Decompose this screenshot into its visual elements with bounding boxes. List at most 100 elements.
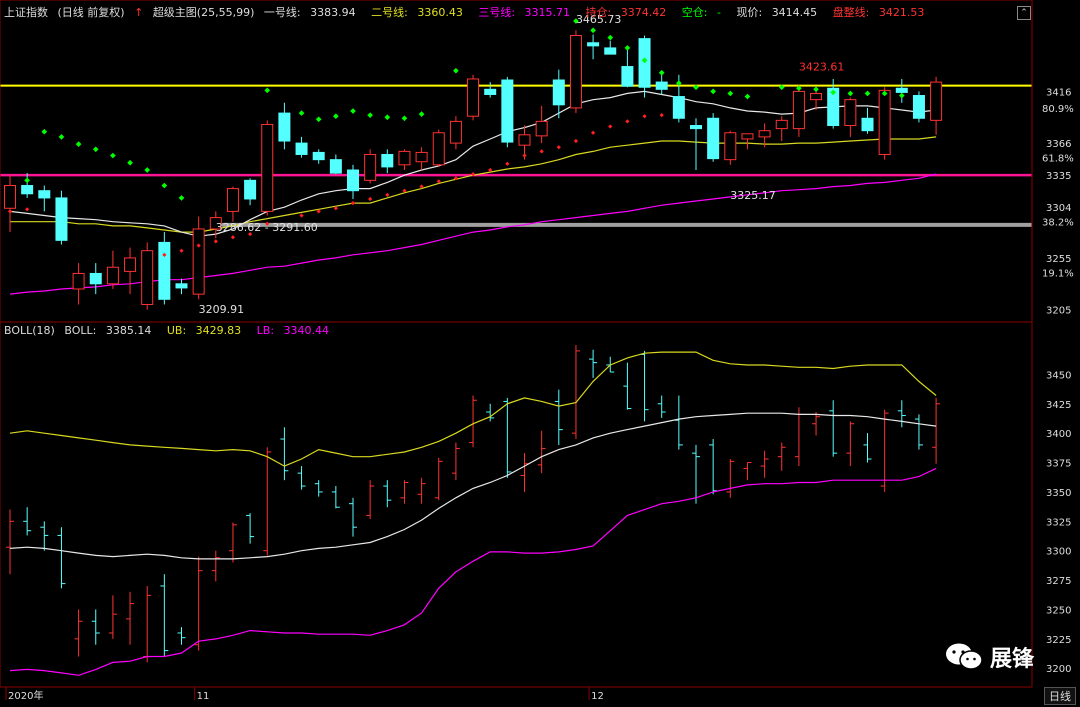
green-signal-dot: [693, 84, 699, 91]
green-signal-dot: [453, 67, 459, 74]
green-signal-dot: [590, 27, 596, 34]
candle-body: [518, 134, 531, 146]
candle-body: [810, 92, 823, 101]
main-header: 上证指数 (日线 前复权) ↑ 超级主图(25,55,99) 一号线: 3383…: [4, 4, 936, 20]
green-signal-dot: [178, 195, 185, 201]
boll-name[interactable]: BOLL(18): [4, 324, 55, 337]
green-signal-dot: [350, 108, 356, 114]
green-signal-dot: [847, 90, 854, 97]
candle-body: [792, 90, 805, 130]
wechat-icon: [946, 643, 983, 670]
line2-label: 二号线: 3360.43: [371, 6, 463, 19]
green-signal-dot: [881, 90, 888, 97]
candle-body: [364, 153, 377, 181]
green-signal-dot: [24, 177, 30, 184]
green-signal-dot: [607, 34, 614, 41]
y-tick-main: 3416: [1046, 87, 1071, 98]
green-signal-dot: [830, 89, 837, 96]
candle-body: [912, 95, 925, 119]
red-signal-dot: [385, 192, 390, 197]
red-signal-dot: [642, 114, 647, 119]
green-signal-dot: [144, 167, 151, 173]
red-signal-dot: [402, 188, 407, 193]
green-signal-dot: [41, 128, 48, 135]
candle-body: [124, 257, 137, 272]
empty-label: 空仓: -: [681, 6, 721, 19]
candle-body: [878, 89, 891, 155]
green-signal-dot: [298, 110, 305, 116]
y-tick-main: 3205: [1046, 306, 1071, 317]
red-signal-dot: [470, 172, 476, 177]
index-name[interactable]: 上证指数: [4, 6, 48, 19]
green-signal-dot: [401, 115, 408, 122]
candle-body: [38, 190, 51, 199]
boll-panel: [6, 345, 941, 676]
green-signal-dot: [710, 88, 716, 95]
y-tick-boll: 3275: [1046, 576, 1071, 587]
y-pct-main: 61.8%: [1042, 154, 1074, 165]
collapse-up-icon[interactable]: ⌃: [1017, 6, 1031, 20]
y-tick-boll: 3375: [1046, 459, 1071, 470]
red-signal-dot: [453, 176, 459, 181]
candle-body: [89, 272, 102, 285]
y-tick-boll: 3200: [1046, 664, 1071, 675]
candle-body: [261, 123, 274, 212]
candle-body: [312, 151, 325, 161]
green-signal-dot: [624, 45, 631, 51]
red-signal-dot: [333, 206, 338, 211]
consol-label: 盘整线: 3421.53: [832, 6, 925, 19]
candle-body: [690, 125, 702, 130]
candle-body: [604, 47, 617, 55]
candle-body: [501, 79, 514, 143]
green-signal-dot: [744, 93, 751, 100]
boll-lower-band: [9, 467, 937, 676]
red-signal-dot: [162, 252, 167, 257]
candle-body: [278, 112, 291, 142]
boll-frame: [0, 321, 1033, 688]
green-signal-dot: [418, 111, 425, 117]
y-tick-boll: 3300: [1046, 547, 1071, 558]
main-frame: [0, 0, 1033, 323]
candle-body: [55, 197, 68, 241]
price-annotation: 3209.91: [199, 303, 245, 316]
candle-body: [621, 66, 634, 87]
candle-body: [724, 132, 737, 161]
hold-label: 持仓: 3374.42: [585, 6, 667, 19]
candle-body: [226, 188, 239, 212]
red-signal-dot: [659, 113, 664, 118]
candle-body: [106, 266, 119, 285]
y-tick-boll: 3225: [1046, 635, 1071, 646]
candle-body: [587, 42, 600, 47]
candle-body: [295, 142, 308, 155]
green-signal-dot: [573, 18, 579, 24]
up-arrow-icon: ↑: [134, 6, 144, 19]
boll-value: BOLL: 3385.14: [64, 324, 152, 337]
red-signal-dot: [299, 213, 304, 218]
candle-body: [4, 185, 16, 209]
y-tick-boll: 3400: [1046, 429, 1071, 440]
red-signal-dot: [179, 248, 184, 253]
candle-body: [895, 87, 908, 93]
green-signal-dot: [264, 87, 271, 94]
red-signal-dot: [368, 196, 373, 202]
green-signal-dot: [676, 80, 682, 86]
wechat-logo: 展锋: [944, 641, 1034, 673]
y-tick-boll: 3250: [1046, 605, 1071, 616]
ub-value: UB: 3429.83: [166, 324, 242, 337]
green-signal-dot: [641, 57, 648, 64]
red-signal-dot: [608, 124, 613, 129]
mode-label[interactable]: (日线 前复权): [57, 6, 125, 19]
period-tab[interactable]: 日线: [1044, 687, 1076, 705]
red-signal-dot: [213, 239, 218, 244]
red-signal-dot: [539, 149, 544, 154]
indicator-label[interactable]: 超级主图(25,55,99): [152, 6, 255, 19]
candle-body: [707, 117, 720, 160]
green-signal-dot: [658, 69, 665, 76]
green-signal-dot: [864, 90, 871, 97]
price-annotation: 3465.73: [576, 13, 622, 26]
line1-label: 一号线: 3383.94: [263, 6, 356, 19]
red-signal-dot: [265, 221, 270, 226]
line3-label: 三号线: 3315.71: [478, 6, 571, 19]
